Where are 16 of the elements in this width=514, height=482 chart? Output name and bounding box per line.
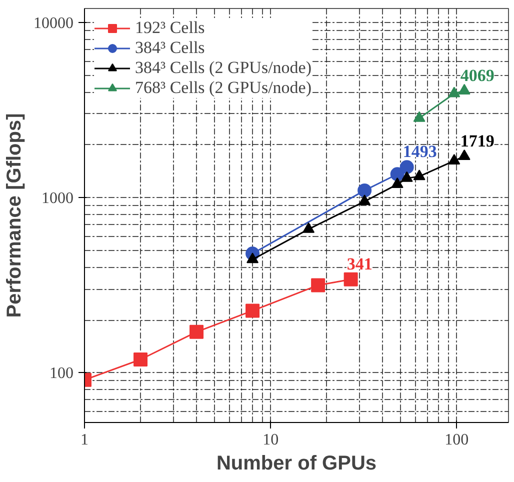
y-axis-title: Performance [Gflops] — [4, 113, 26, 318]
x-tick-label: 100 — [444, 432, 469, 448]
y-tick-label: 10000 — [34, 14, 74, 32]
legend-label: 768³ Cells (2 GPUs/node) — [135, 78, 312, 98]
x-tick-label: 10 — [262, 432, 279, 448]
y-tick-label: 1000 — [42, 190, 74, 208]
x-tick-label: 1 — [80, 432, 88, 448]
x-axis-title: Number of GPUs — [216, 452, 377, 474]
legend-label: 384³ Cells (2 GPUs/node) — [135, 58, 312, 78]
annotation: 1719 — [460, 131, 494, 150]
annotation: 4069 — [460, 66, 494, 85]
annotation: 341 — [346, 254, 372, 274]
annotation: 1493 — [402, 142, 437, 162]
legend-label: 192³ Cells — [135, 18, 205, 38]
y-tick-label: 100 — [50, 365, 74, 382]
legend-label: 384³ Cells — [135, 38, 205, 58]
